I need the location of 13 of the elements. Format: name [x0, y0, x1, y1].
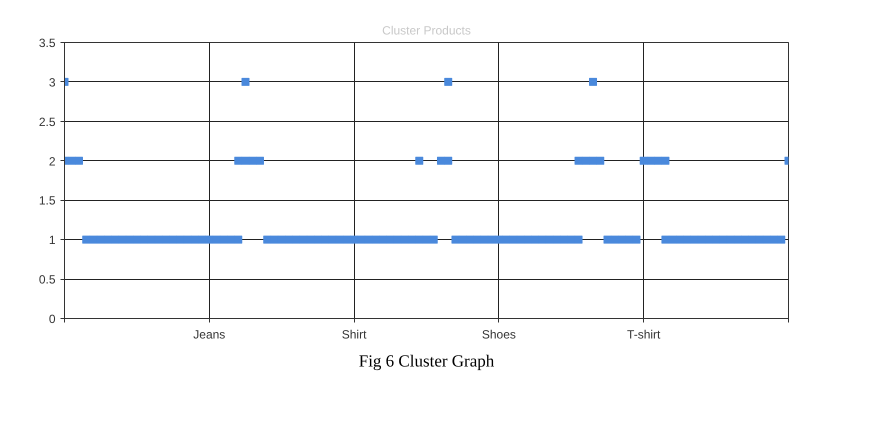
y-tick-label: 1	[48, 233, 56, 248]
y-tick-label: 3.5	[38, 36, 56, 50]
caption: Fig 6 Cluster Graph	[358, 352, 495, 370]
x-tick-label: T-shirt	[627, 328, 662, 342]
y-tick-label: 1.5	[38, 194, 56, 208]
x-tick-label: Shoes	[482, 328, 516, 342]
y-tick-label: 0.5	[38, 272, 56, 287]
y-tick-label: 3	[48, 75, 56, 90]
x-tick-label: Jeans	[193, 328, 226, 342]
y-tick-label: 2	[48, 154, 56, 168]
x-tick-label: Shirt	[342, 328, 368, 342]
y-tick-label: 2.5	[38, 114, 56, 129]
y-tick-label: 0	[48, 312, 56, 326]
